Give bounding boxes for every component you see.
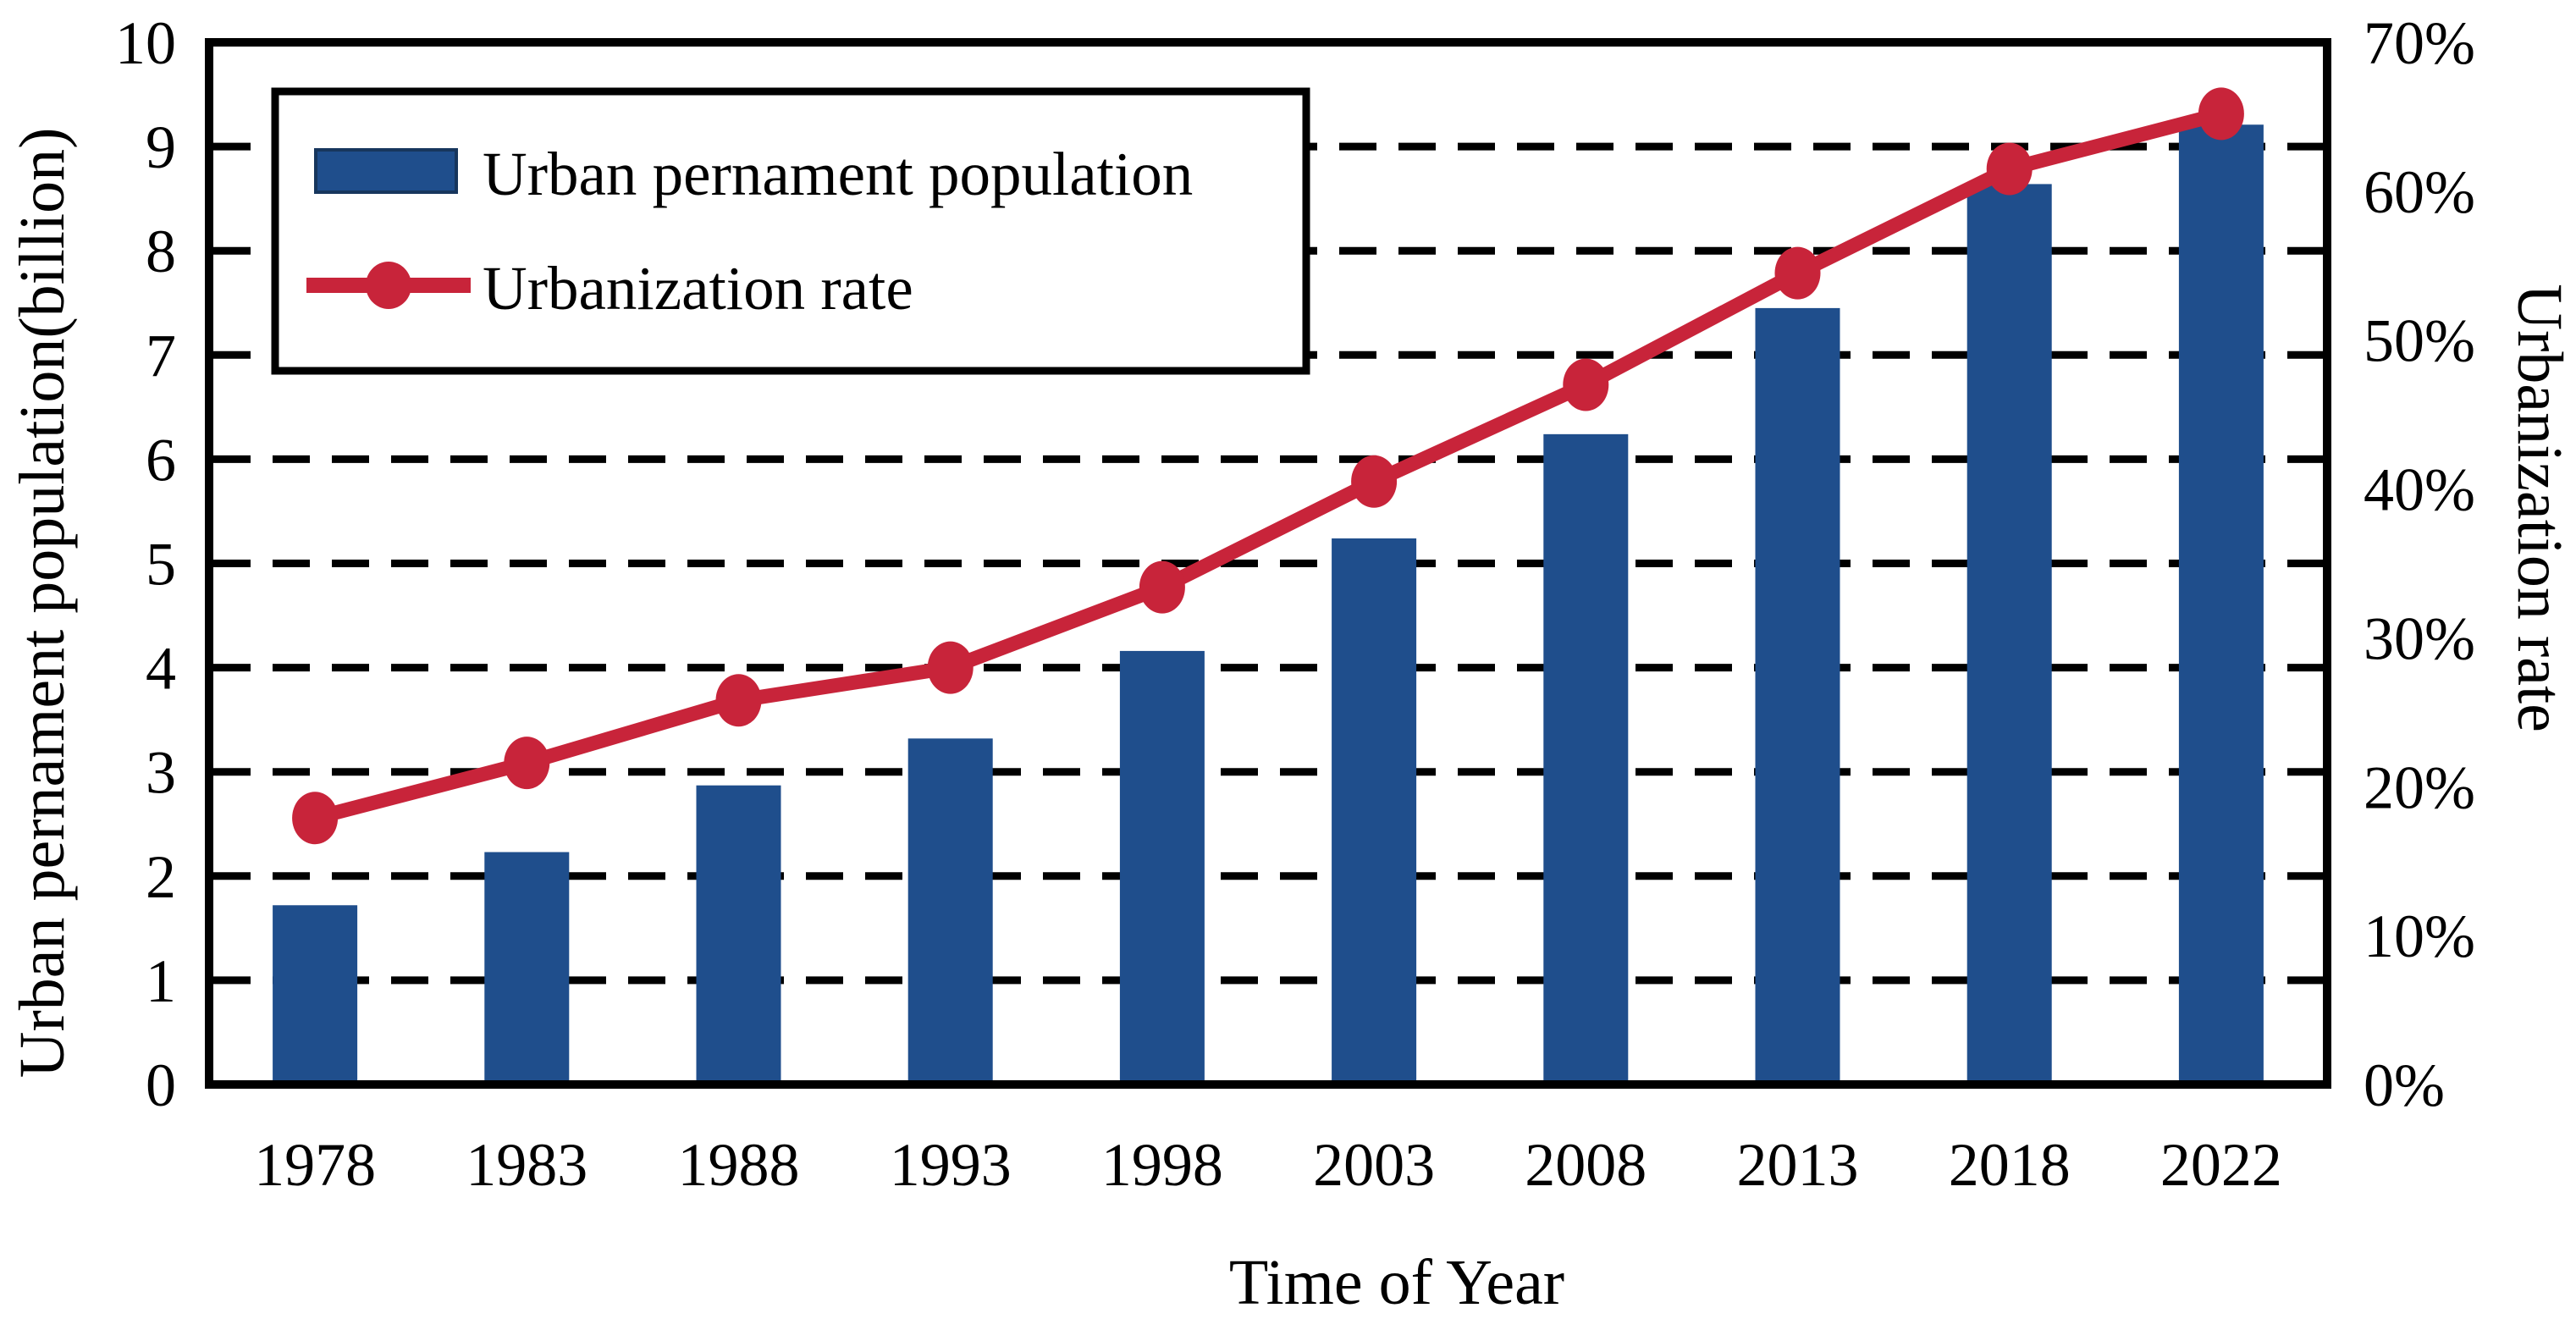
legend-bar-swatch-icon [314, 148, 458, 194]
bar-series-group [273, 124, 2264, 1084]
year-label-1978: 1978 [254, 1131, 376, 1199]
left-tick-label-8: 8 [146, 218, 176, 285]
marker-2022 [2198, 87, 2244, 141]
year-label-2003: 2003 [1313, 1131, 1435, 1199]
left-tick-label-3: 3 [146, 739, 176, 807]
year-label-2008: 2008 [1525, 1131, 1647, 1199]
bar-2022 [2178, 124, 2264, 1084]
year-label-2022: 2022 [2160, 1131, 2282, 1199]
year-label-1993: 1993 [890, 1131, 1012, 1199]
marker-2003 [1351, 455, 1398, 508]
left-tick-label-0: 0 [146, 1051, 176, 1119]
year-label-1988: 1988 [678, 1131, 800, 1199]
x-axis-title: Time of Year [1228, 1247, 1565, 1318]
right-tick-label-0%: 0% [2364, 1051, 2445, 1119]
year-label-2013: 2013 [1737, 1131, 1859, 1199]
bar-1988 [696, 785, 781, 1084]
marker-1983 [504, 737, 550, 790]
right-tick-label-30%: 30% [2364, 604, 2475, 672]
marker-2018 [1986, 142, 2033, 196]
marker-1998 [1139, 560, 1185, 614]
legend-box [271, 87, 1310, 375]
legend-label-population: Urban pernament population [483, 140, 1193, 208]
bar-2008 [1543, 433, 1629, 1084]
urbanization-rate-line [307, 106, 2229, 825]
right-tick-label-50%: 50% [2364, 307, 2475, 375]
right-tick-label-70%: 70% [2364, 9, 2475, 77]
right-tick-label-40%: 40% [2364, 456, 2475, 524]
bar-1978 [273, 905, 358, 1084]
left-tick-label-4: 4 [146, 635, 176, 703]
right-tick-label-20%: 20% [2364, 753, 2475, 821]
plot-frame [205, 38, 2331, 1089]
bar-1998 [1119, 650, 1205, 1084]
axis-tick-labels-group: 0 1 2 3 4 5 6 7 8 9 10 0% 10% 20% 30% 40% 50% 60% 70% 1978 1… [115, 9, 2475, 1199]
left-tick-label-2: 2 [146, 843, 176, 911]
bar-2018 [1966, 184, 2052, 1084]
marker-1993 [927, 641, 974, 694]
left-tick-label-10: 10 [115, 9, 176, 77]
legend: Urban pernament population Urbanization … [271, 87, 1310, 375]
right-tick-label-10%: 10% [2364, 902, 2475, 970]
legend-circle-marker-icon [366, 262, 411, 309]
bar-1983 [484, 852, 570, 1084]
bar-2003 [1332, 538, 1417, 1084]
year-label-1983: 1983 [466, 1131, 587, 1199]
right-tick-label-60%: 60% [2364, 158, 2475, 226]
left-tick-label-7: 7 [146, 322, 176, 389]
line-series-group [292, 87, 2244, 845]
marker-1988 [715, 674, 762, 727]
bar-1993 [907, 738, 993, 1084]
left-tick-label-6: 6 [146, 426, 176, 494]
year-label-2018: 2018 [1949, 1131, 2071, 1199]
left-tick-label-9: 9 [146, 113, 176, 181]
left-tick-label-1: 1 [146, 947, 176, 1015]
marker-2008 [1563, 358, 1609, 411]
marker-2013 [1774, 246, 1821, 300]
left-tick-label-5: 5 [146, 531, 176, 599]
marker-1978 [292, 792, 339, 845]
year-label-1998: 1998 [1101, 1131, 1223, 1199]
bar-2013 [1755, 307, 1840, 1084]
legend-label-rate: Urbanization rate [483, 254, 913, 323]
